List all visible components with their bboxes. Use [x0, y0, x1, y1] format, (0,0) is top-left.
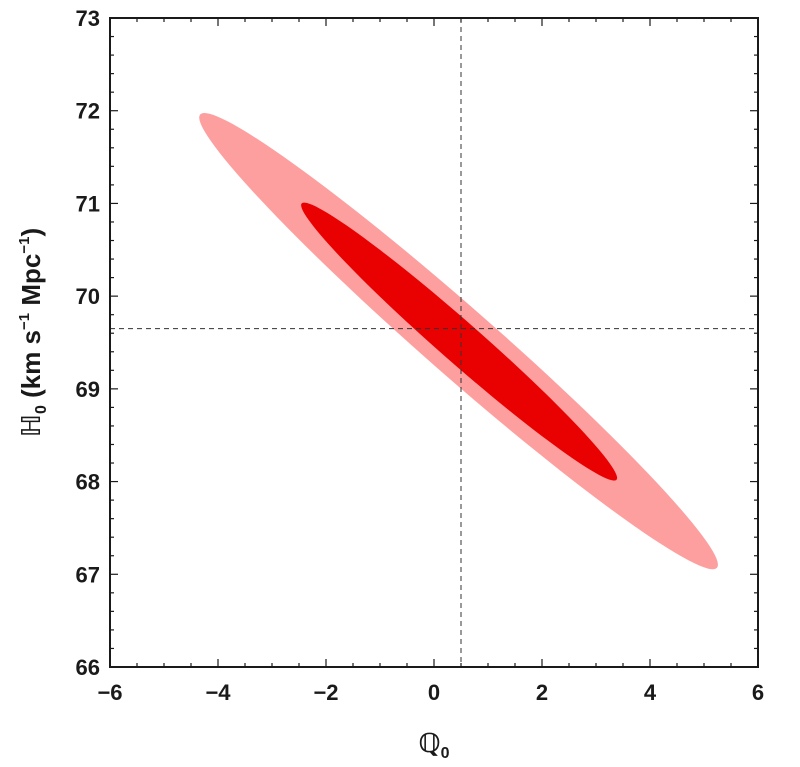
y-tick-label: 69 — [76, 377, 100, 402]
y-tick-label: 73 — [76, 6, 100, 31]
y-tick-label: 71 — [76, 191, 100, 216]
y-axis-units-open: (km s — [16, 330, 46, 405]
y-axis-subscript: 0 — [33, 405, 50, 414]
y-tick-label: 68 — [76, 470, 100, 495]
y-axis-units-sup1: −1 — [16, 313, 33, 330]
y-axis-units-mid: Mpc — [16, 254, 46, 313]
y-tick-label: 67 — [76, 562, 100, 587]
reference-lines — [110, 18, 758, 667]
contours-layer — [199, 112, 718, 570]
y-axis-title: ℍ0 (km s−1 Mpc−1) — [16, 228, 50, 437]
x-axis-title: ℚ0 — [418, 728, 449, 762]
x-tick-label: 6 — [752, 680, 764, 705]
x-tick-label: −2 — [313, 680, 338, 705]
y-tick-label: 66 — [76, 655, 100, 680]
y-axis-symbol: ℍ — [16, 414, 46, 437]
y-tick-label: 70 — [76, 284, 100, 309]
y-axis-units-sup2: −1 — [16, 237, 33, 254]
x-tick-label: 4 — [644, 680, 657, 705]
x-tick-label: −6 — [97, 680, 122, 705]
x-tick-label: −4 — [205, 680, 231, 705]
x-axis-symbol: ℚ — [418, 728, 440, 758]
x-tick-label: 2 — [536, 680, 548, 705]
y-tick-label: 72 — [76, 99, 100, 124]
y-axis-units-close: ) — [16, 228, 46, 237]
x-axis-subscript: 0 — [441, 745, 450, 762]
x-tick-label: 0 — [428, 680, 440, 705]
contour-1-sigma — [301, 202, 618, 481]
